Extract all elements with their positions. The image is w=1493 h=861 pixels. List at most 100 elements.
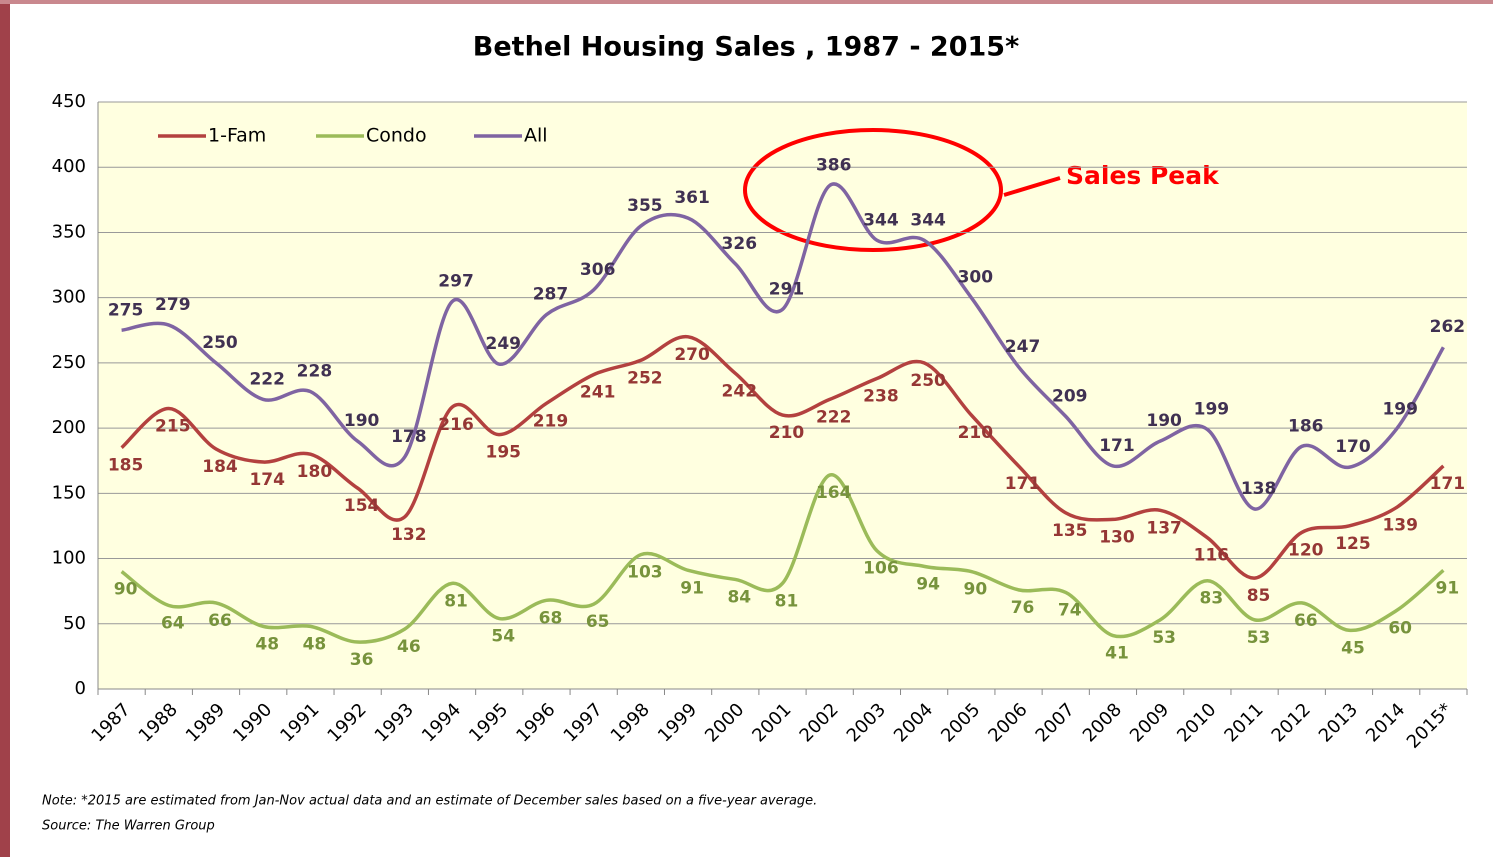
data-label: 326 (722, 234, 758, 254)
data-label: 386 (816, 155, 852, 175)
data-label: 222 (816, 407, 852, 427)
x-tick-label: 1988 (135, 699, 182, 746)
x-tick-label: 2006 (984, 699, 1031, 746)
x-tick-label: 1999 (654, 699, 701, 746)
annotation-ellipse (743, 128, 1003, 252)
data-label: 125 (1335, 534, 1371, 554)
annotation-line (1003, 176, 1061, 197)
data-label: 164 (816, 483, 852, 503)
data-label: 65 (586, 612, 610, 632)
x-tick-label: 1997 (559, 699, 606, 746)
data-label: 135 (1052, 521, 1088, 541)
source: Source: The Warren Group (42, 819, 215, 834)
data-label: 170 (1335, 437, 1371, 457)
y-tick-label: 250 (52, 352, 86, 373)
data-label: 210 (769, 423, 805, 443)
data-label: 46 (397, 637, 421, 657)
data-label: 116 (1194, 546, 1230, 566)
data-label: 355 (627, 196, 663, 216)
data-label: 291 (769, 279, 805, 299)
data-label: 262 (1430, 317, 1466, 337)
x-tick-label: 2015* (1403, 699, 1457, 753)
data-label: 66 (1294, 611, 1318, 631)
y-tick-label: 100 (52, 548, 86, 569)
x-tick-label: 2012 (1268, 699, 1315, 746)
data-label: 91 (680, 578, 704, 598)
y-tick-label: 450 (52, 91, 86, 112)
data-label: 66 (208, 611, 232, 631)
data-label: 344 (910, 210, 946, 230)
data-label: 48 (303, 634, 327, 654)
data-label: 64 (161, 614, 185, 634)
data-label: 68 (539, 608, 563, 628)
chart-title: Bethel Housing Sales , 1987 - 2015* (473, 32, 1019, 63)
data-label: 85 (1247, 586, 1271, 606)
data-label: 219 (533, 411, 569, 431)
data-label: 190 (344, 411, 380, 431)
x-tick-label: 2011 (1220, 699, 1267, 746)
x-tick-label: 2004 (890, 699, 937, 746)
x-tick-label: 1992 (323, 699, 370, 746)
x-tick-label: 2005 (937, 699, 984, 746)
data-label: 41 (1105, 644, 1129, 664)
data-label: 180 (297, 462, 333, 482)
x-tick-label: 1987 (87, 699, 134, 746)
data-label: 222 (249, 369, 285, 389)
data-label: 306 (580, 260, 616, 280)
data-label: 249 (486, 334, 522, 354)
data-label: 45 (1341, 638, 1365, 658)
data-label: 81 (775, 591, 799, 611)
data-label: 195 (486, 443, 522, 463)
x-tick-label: 2002 (796, 699, 843, 746)
data-label: 242 (722, 381, 758, 401)
data-label: 54 (491, 627, 515, 647)
data-label: 361 (674, 188, 710, 208)
x-tick-label: 1989 (182, 699, 229, 746)
data-label: 36 (350, 650, 374, 670)
data-label: 174 (249, 470, 285, 490)
data-label: 130 (1099, 527, 1135, 547)
series-line (121, 182, 1445, 511)
data-label: 106 (863, 559, 899, 579)
data-label: 344 (863, 210, 899, 230)
data-label: 90 (963, 580, 987, 600)
data-label: 48 (255, 634, 279, 654)
page-border (0, 0, 10, 857)
data-label: 241 (580, 383, 616, 403)
data-label: 247 (1005, 337, 1041, 357)
data-label: 132 (391, 525, 427, 545)
data-label: 238 (863, 387, 899, 407)
legend-label: Condo (366, 125, 427, 147)
data-label: 250 (202, 333, 238, 353)
y-tick-label: 400 (52, 156, 86, 177)
x-tick-label: 1991 (276, 699, 323, 746)
data-label: 154 (344, 496, 380, 516)
data-label: 120 (1288, 540, 1324, 560)
x-tick-label: 2008 (1079, 699, 1126, 746)
data-label: 199 (1382, 399, 1418, 419)
data-label: 84 (727, 587, 751, 607)
x-tick-label: 1990 (229, 699, 276, 746)
data-label: 275 (108, 300, 144, 320)
x-tick-label: 1996 (512, 699, 559, 746)
data-label: 186 (1288, 416, 1324, 436)
data-label: 94 (916, 574, 940, 594)
note: Note: *2015 are estimated from Jan-Nov a… (42, 794, 817, 809)
data-label: 228 (297, 362, 333, 382)
data-label: 91 (1436, 578, 1460, 598)
data-label: 270 (674, 345, 710, 365)
data-label: 210 (958, 423, 994, 443)
legend-label: All (524, 125, 548, 147)
y-tick-label: 0 (75, 678, 86, 699)
x-tick-label: 2001 (748, 699, 795, 746)
y-tick-label: 200 (52, 417, 86, 438)
data-label: 139 (1382, 516, 1418, 536)
data-label: 178 (391, 427, 427, 447)
x-tick-label: 2003 (843, 699, 890, 746)
data-label: 250 (910, 371, 946, 391)
plot-area (98, 102, 1467, 689)
data-label: 215 (155, 417, 191, 437)
data-label: 287 (533, 285, 569, 305)
